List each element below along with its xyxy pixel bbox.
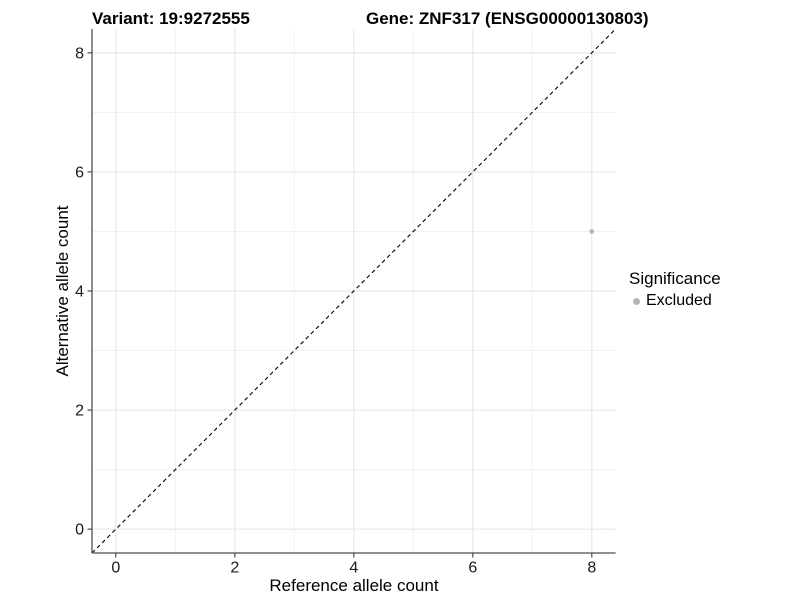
- x-tick-label: 8: [587, 560, 596, 577]
- legend: Significance Excluded: [629, 269, 721, 310]
- legend-item-excluded: Excluded: [629, 292, 721, 310]
- identity-reference-line: [91, 28, 616, 554]
- x-axis-title: Reference allele count: [269, 576, 439, 595]
- y-tick-label: 6: [75, 164, 84, 181]
- y-axis-title: Alternative allele count: [53, 205, 72, 377]
- plot-title-variant: Variant: 19:9272555: [92, 9, 250, 28]
- data-point: [589, 229, 595, 234]
- legend-point-icon: [633, 297, 640, 305]
- legend-title: Significance: [629, 269, 721, 288]
- y-tick-label: 0: [75, 522, 84, 539]
- x-tick-label: 2: [230, 560, 239, 577]
- x-tick-label: 4: [349, 560, 358, 577]
- x-tick-label: 6: [468, 560, 477, 577]
- x-tick-label: 0: [111, 560, 120, 577]
- legend-item-label: Excluded: [646, 292, 712, 309]
- y-tick-label: 4: [75, 284, 84, 301]
- plot-title-gene: Gene: ZNF317 (ENSG00000130803): [366, 9, 649, 28]
- y-tick-label: 2: [75, 403, 84, 420]
- y-tick-label: 8: [75, 45, 84, 62]
